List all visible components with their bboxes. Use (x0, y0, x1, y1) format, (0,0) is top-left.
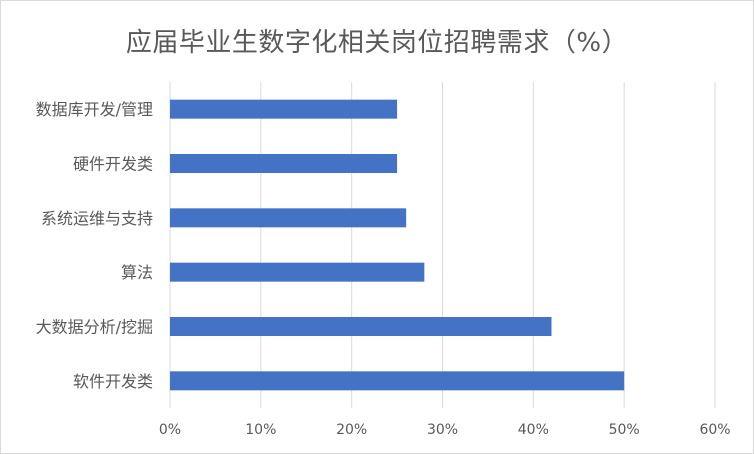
x-tick-labels: 0% 10% 20% 30% 40% 50% 60% (159, 422, 731, 438)
bar (170, 99, 398, 119)
chart-title: 应届毕业生数字化相关岗位招聘需求（%） (125, 28, 629, 58)
category-label: 大数据分析/挖掘 (36, 318, 153, 337)
category-label: 系统运维与支持 (41, 209, 153, 228)
x-tick-label: 50% (609, 422, 640, 438)
category-label: 算法 (121, 263, 153, 282)
x-tick-label: 30% (427, 422, 458, 438)
bar (170, 317, 552, 336)
bar (170, 262, 425, 282)
gridlines (169, 82, 716, 408)
x-tick-label: 20% (336, 422, 367, 438)
bar (170, 371, 625, 391)
x-tick-label: 0% (159, 422, 181, 438)
x-tick-label: 60% (699, 422, 730, 438)
category-label: 软件开发类 (73, 372, 153, 391)
x-tick-label: 10% (245, 422, 276, 438)
bar (170, 154, 398, 173)
category-label: 数据库开发/管理 (36, 100, 153, 119)
bars (170, 99, 625, 391)
x-tick-label: 40% (518, 422, 549, 438)
category-label: 硬件开发类 (73, 155, 153, 174)
bar (170, 208, 407, 228)
